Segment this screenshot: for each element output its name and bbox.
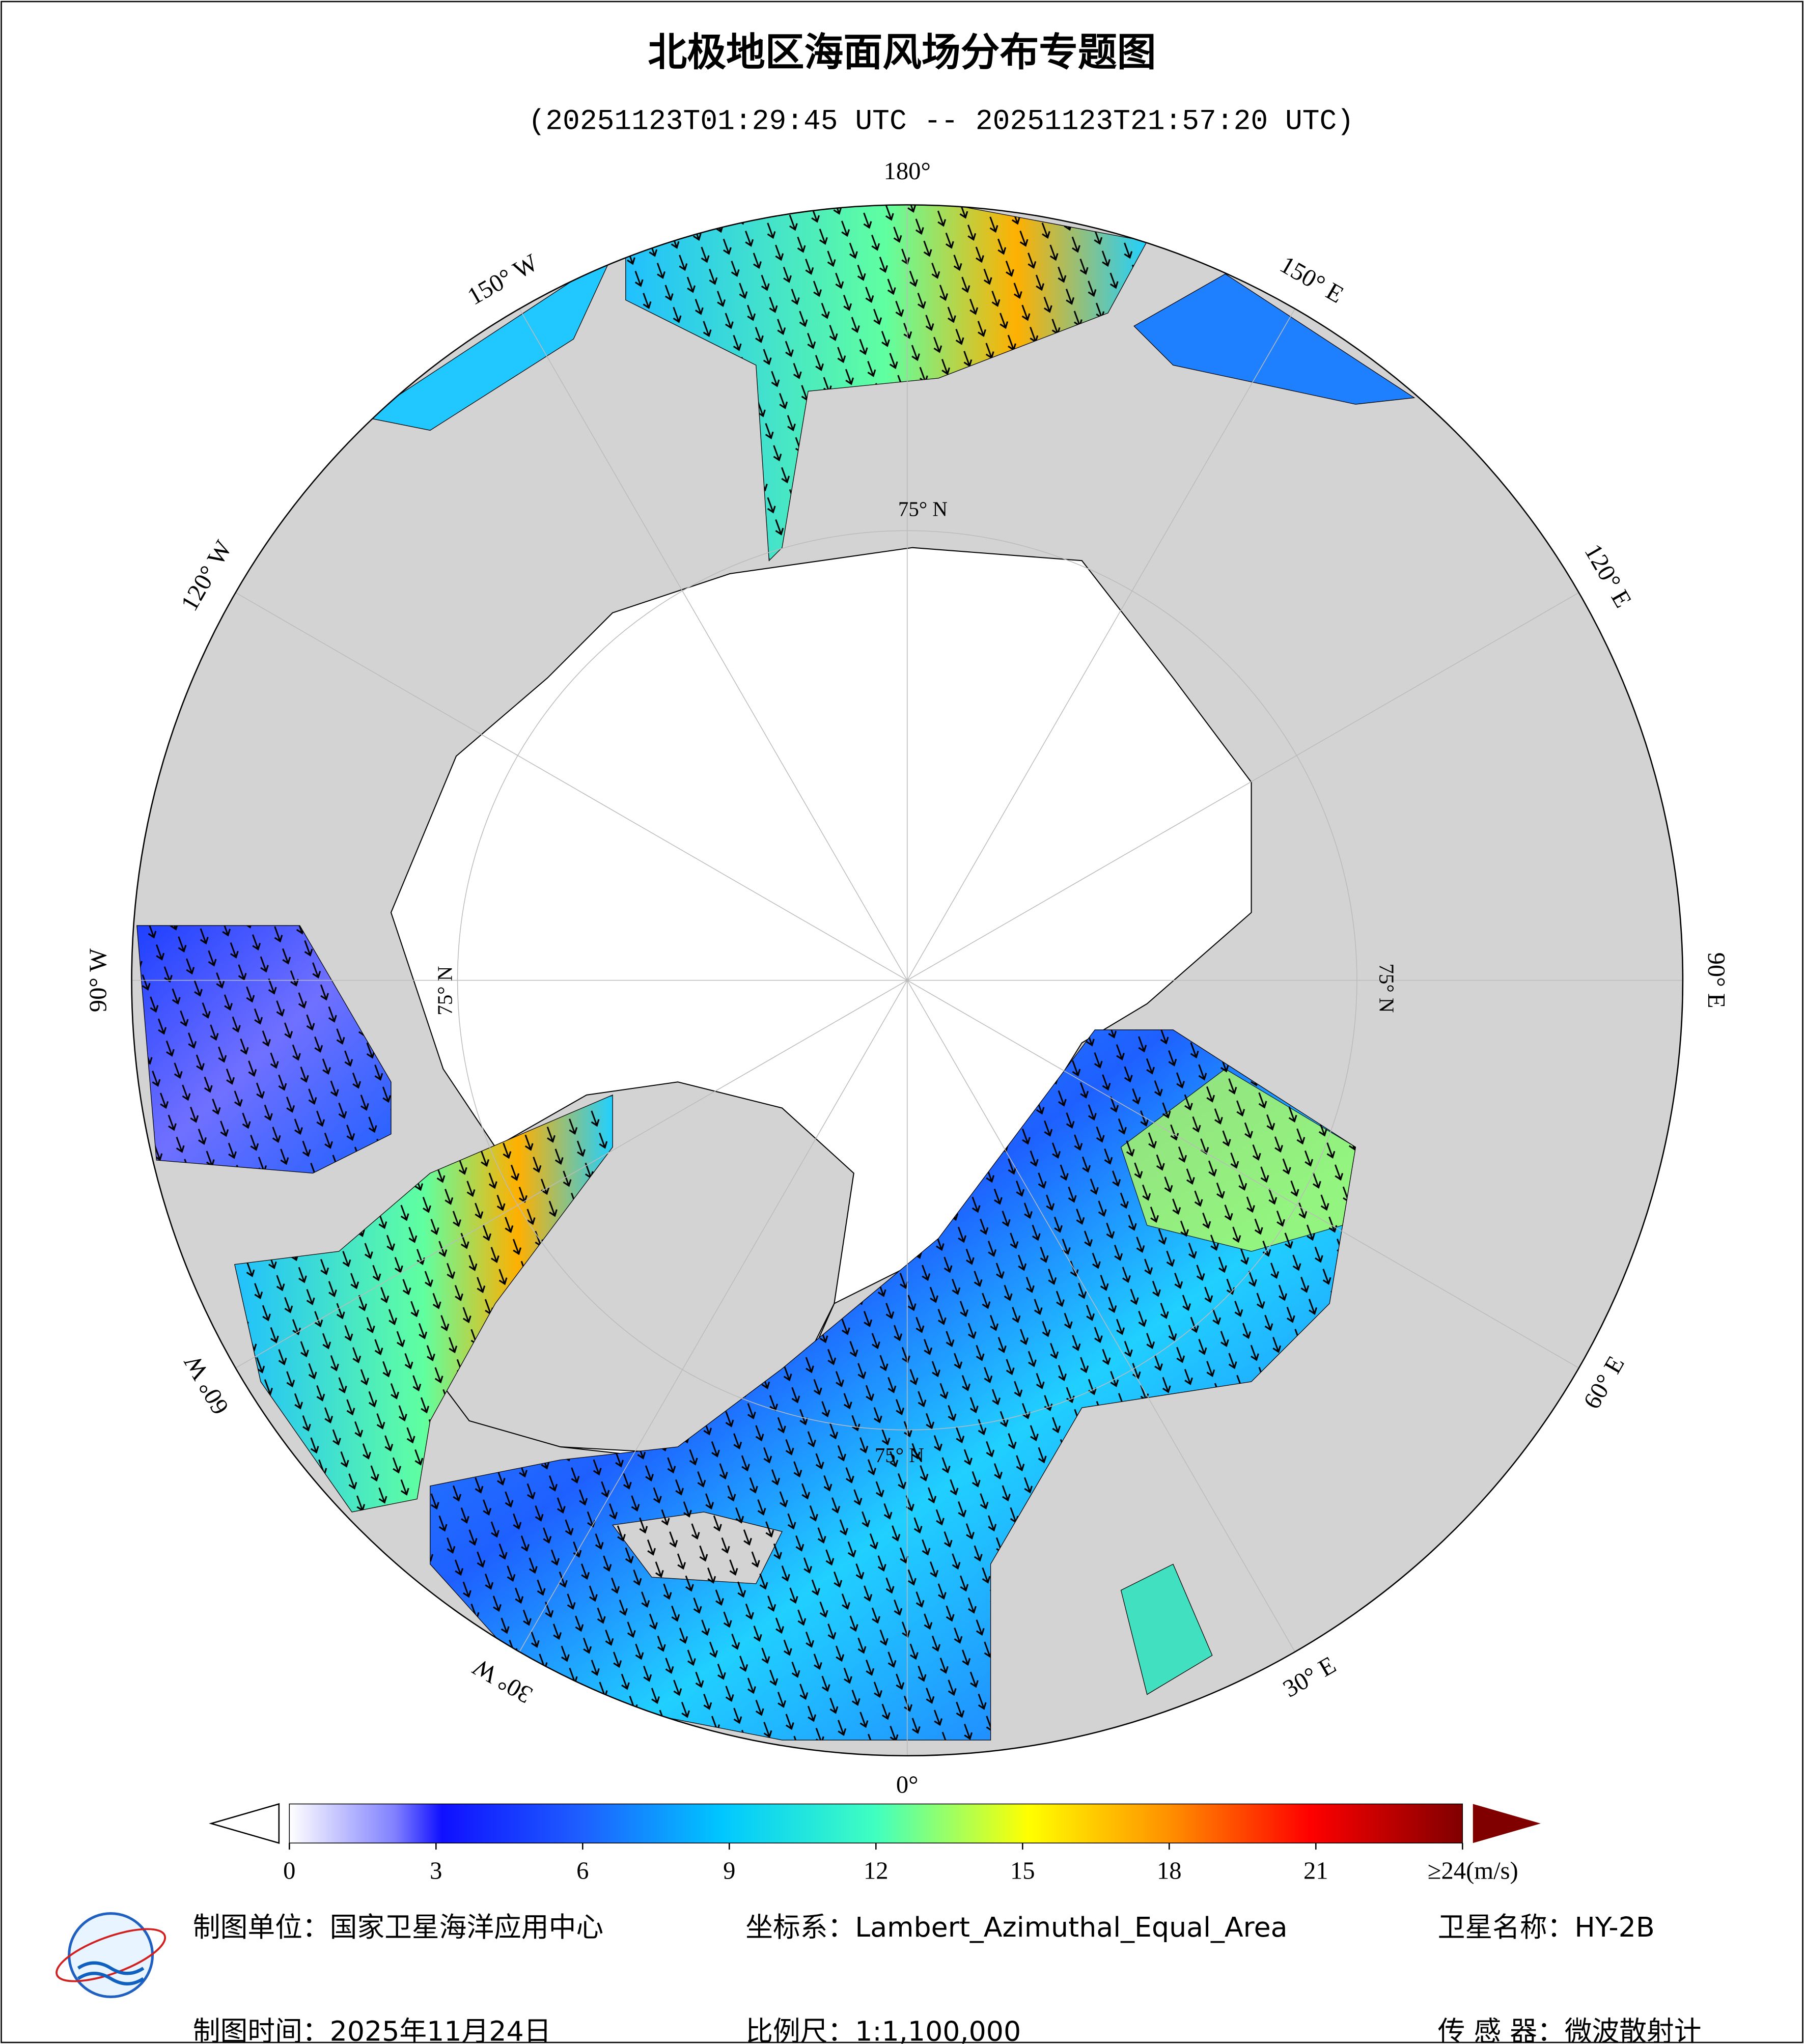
wind-field [136,205,1416,1741]
colorbar [289,1803,1463,1844]
longitude-label: 180° [884,157,931,185]
meridian [519,309,908,981]
colorbar-min-triangle [209,1803,280,1844]
footer-unit: 制图单位：国家卫星海洋应用中心 [193,1911,603,1943]
longitude-label: 0° [896,1771,919,1798]
latitude-label: 75° N [898,497,948,520]
map [131,205,1683,1756]
latitude-label: 75° N [875,1444,924,1467]
graticule [131,205,1683,1756]
colorbar-tick-label: 18 [1157,1857,1182,1884]
latitude-label: 75° N [433,966,456,1016]
longitude-label: 90° W [84,948,112,1012]
colorbar-tick-label: 9 [723,1857,735,1884]
longitude-label: 90° E [1703,953,1730,1009]
meridian [235,592,908,981]
colorbar-tick-label: 12 [864,1857,889,1884]
latitude-label: 75° N [1375,963,1398,1013]
footer-date: 制图时间：2025年11月24日 [193,2015,551,2044]
colorbar-tick-label: 15 [1010,1857,1035,1884]
footer-satellite: 卫星名称：HY-2B [1438,1911,1655,1943]
meridian [907,979,1579,1368]
colorbar-tick-label: 21 [1303,1857,1328,1884]
colorbar-tick-label: 3 [430,1857,442,1884]
colorbar-tick-label: 6 [576,1857,589,1884]
colorbar-tick-label: 0 [283,1857,295,1884]
colorbar-max-triangle [1473,1804,1541,1843]
meridian [907,592,1579,981]
footer-scale: 比例尺：1:1,100,000 [745,2015,1021,2044]
footer-crs: 坐标系：Lambert_Azimuthal_Equal_Area [745,1911,1287,1943]
subtitle: (20251123T01:29:45 UTC -- 20251123T21:57… [528,105,1354,137]
logo [55,1912,166,1998]
footer-sensor: 传 感 器：微波散射计 [1438,2015,1702,2044]
meridian [907,309,1295,981]
colorbar-ticks: 0 3 6 9 12 15 18 21 ≥24(m/s) [283,1843,1518,1884]
title: 北极地区海面风场分布专题图 [648,30,1156,75]
meridian [235,979,908,1368]
meridian [907,980,1295,1653]
meridian [519,980,908,1653]
colorbar-tick-label: ≥24(m/s) [1428,1857,1518,1884]
map-border [131,204,1684,1757]
